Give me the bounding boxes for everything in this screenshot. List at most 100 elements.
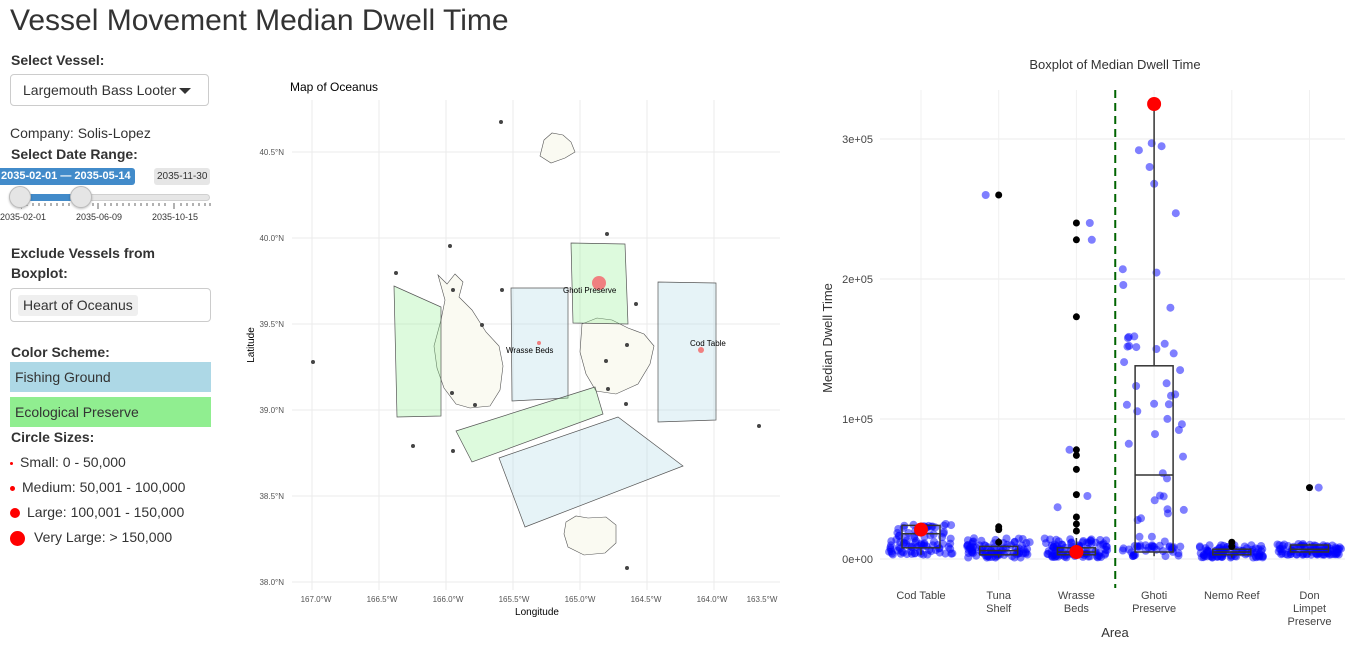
dwell-circle-ghoti [592, 276, 606, 290]
jitter-point [1054, 537, 1063, 546]
y-tick: 40.5°N [259, 148, 284, 157]
exclude-vessels-select[interactable]: Heart of Oceanus [10, 288, 211, 322]
jitter-point [1163, 414, 1172, 423]
jitter-point [894, 525, 903, 533]
x-tick-label: Tuna Shelf [986, 590, 1012, 615]
jitter-point [1203, 548, 1212, 557]
selected-vessel-chip[interactable]: Heart of Oceanus [18, 295, 138, 316]
jitter-point [920, 539, 929, 548]
jitter-point [1130, 332, 1139, 341]
selected-vessel-point [914, 522, 928, 537]
jitter-point [1122, 400, 1131, 409]
outlier-point [1072, 513, 1080, 521]
area-cod-table [657, 281, 717, 423]
x-tick-label: Wrasse Beds [1058, 590, 1095, 615]
boxplot-chart: Boxplot of Median Dwell Time 0e+00 1e+05 2… [820, 57, 1345, 640]
x-tick: 166.0°W [433, 595, 464, 604]
x-tick-label: Don Limpet Preserve [1287, 590, 1331, 628]
circle-sizes-label: Circle Sizes: [11, 429, 95, 445]
chart-highlight-points [914, 97, 1162, 559]
color-scheme-label: Color Scheme: [11, 344, 110, 360]
jitter-point [1021, 549, 1030, 558]
x-tick-label: Nemo Reef [1204, 590, 1261, 602]
outlier-point [1072, 236, 1080, 244]
dwell-circle-wrasse [537, 341, 541, 345]
caret-down-icon [179, 88, 191, 94]
jitter-point [887, 541, 895, 550]
jitter-point [1216, 552, 1225, 561]
jitter-point [1158, 469, 1167, 478]
jitter-point [905, 542, 914, 551]
x-tick: 167.0°W [301, 595, 332, 604]
jitter-point [1002, 534, 1011, 543]
y-tick: 38.0°N [259, 578, 284, 587]
outlier-point [1072, 446, 1080, 454]
date-range-label: Select Date Range: [11, 146, 138, 162]
x-tick: 165.5°W [499, 595, 530, 604]
slider-tick-label: 2035-06-09 [76, 212, 123, 222]
y-tick: 40.0°N [259, 234, 284, 243]
size-row-medium: Medium: 50,001 - 100,000 [10, 479, 185, 495]
slider-tick-label: 2035-10-15 [152, 212, 199, 222]
island-main [433, 273, 504, 409]
chart-gridlines [880, 90, 1345, 580]
slider-ticks [21, 203, 211, 209]
jitter-point [1096, 536, 1105, 544]
x-tick-label: Cod Table [896, 590, 945, 602]
x-tick-label: Ghoti Preserve [1132, 590, 1176, 615]
outlier-point [1306, 484, 1313, 492]
legend-ecological-preserve: Ecological Preserve [10, 397, 211, 427]
size-label: Small: 0 - 50,000 [20, 454, 126, 470]
date-range-slider[interactable]: 2035-02-01 — 2035-05-14 2035-11-30 2035-… [0, 166, 230, 226]
map-of-oceanus: Map of Oceanus Ghoti Preserve Wrasse Bed… [246, 80, 780, 618]
x-tick: 164.5°W [631, 595, 662, 604]
jitter-point [1145, 163, 1154, 171]
slider-handle-start[interactable] [9, 186, 31, 208]
chart-jitter-points [885, 139, 1345, 562]
jitter-point [1174, 426, 1183, 434]
jitter-point [1314, 483, 1323, 492]
slider-handle-end[interactable] [70, 186, 92, 208]
map-xlabel: Longitude [515, 607, 559, 618]
outlier-point [1072, 219, 1080, 227]
area-fishing-south [498, 416, 684, 528]
map-points [311, 120, 761, 570]
outlier-point [1072, 491, 1080, 499]
jitter-point [1124, 439, 1133, 448]
jitter-point [894, 532, 903, 541]
outlier-point [1072, 313, 1080, 321]
y-tick: 39.0°N [259, 406, 284, 415]
map-y-ticks: 40.5°N 40.0°N 39.5°N 39.0°N 38.5°N 38.0°… [259, 148, 284, 587]
jitter-point [1025, 538, 1034, 547]
jitter-point [1010, 538, 1019, 547]
jitter-point [1150, 496, 1159, 505]
jitter-point [1119, 281, 1128, 289]
jitter-point [1147, 532, 1156, 541]
jitter-point [1134, 146, 1143, 155]
jitter-point [994, 549, 1002, 558]
y-tick-label: 0e+00 [842, 554, 873, 566]
outlier-point [995, 526, 1003, 534]
jitter-point [1278, 541, 1287, 550]
jitter-point [1136, 541, 1145, 550]
selected-vessel-point [1069, 545, 1084, 559]
size-label: Large: 100,001 - 150,000 [27, 504, 185, 520]
vessel-select[interactable]: Largemouth Bass Looter [10, 74, 209, 106]
outlier-point [995, 538, 1003, 546]
area-ecological-south [455, 386, 604, 463]
jitter-point [1123, 342, 1132, 351]
jitter-point [902, 536, 911, 545]
jitter-point [1164, 400, 1173, 409]
jitter-point [1067, 538, 1076, 547]
jitter-point [1159, 492, 1168, 501]
jitter-point [1044, 547, 1053, 556]
map-x-ticks: 167.0°W 166.5°W 166.0°W 165.5°W 165.0°W … [301, 595, 778, 604]
dot-medium-icon [10, 485, 15, 491]
jitter-point [1169, 349, 1178, 358]
size-row-large: Large: 100,001 - 150,000 [10, 504, 184, 520]
jitter-point [1254, 552, 1263, 561]
jitter-point [1079, 537, 1088, 545]
x-tick: 163.5°W [747, 595, 778, 604]
slider-range-value: 2035-02-01 — 2035-05-14 [0, 168, 135, 185]
jitter-point [1144, 543, 1153, 552]
